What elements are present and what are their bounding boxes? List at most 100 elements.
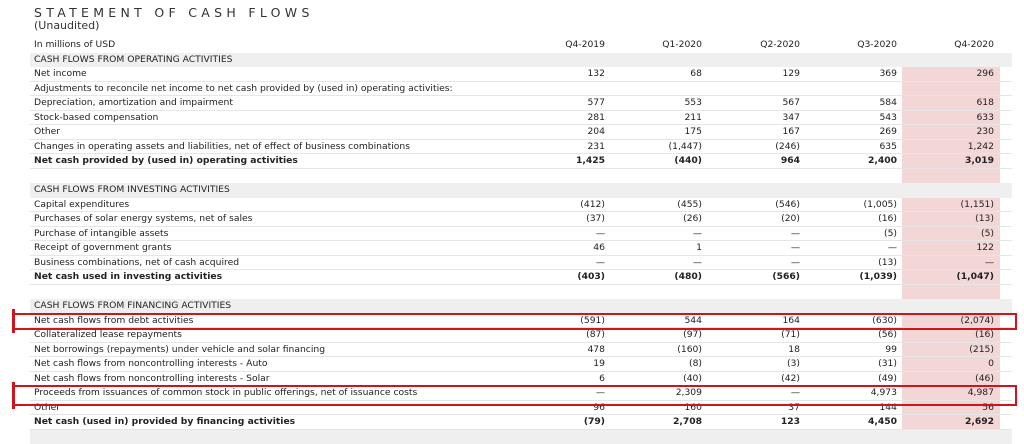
- row-label: CASH FLOWS FROM OPERATING ACTIVITIES: [34, 53, 232, 67]
- row-label: Net income: [34, 67, 87, 81]
- total-row: Net cash used in investing activities (40…: [30, 270, 1012, 285]
- table-row: Capital expenditures(412)(455)(546)(1,00…: [30, 198, 1012, 213]
- row-label: Net cash used in investing activities: [34, 270, 222, 284]
- value-cell: (13): [904, 212, 994, 226]
- value-cell: (16): [904, 328, 994, 342]
- section-header-row: CASH FLOWS FROM FINANCING ACTIVITIES: [30, 299, 1012, 314]
- value-cell: (97): [612, 328, 702, 342]
- row-label: Adjustments to reconcile net income to n…: [34, 82, 453, 96]
- value-cell: (1,047): [904, 270, 994, 284]
- value-cell: (79): [515, 415, 605, 429]
- value-cell: (56): [807, 328, 897, 342]
- value-cell: 553: [612, 96, 702, 110]
- value-cell: —: [612, 227, 702, 241]
- value-cell: 1,425: [515, 154, 605, 168]
- value-cell: —: [515, 256, 605, 270]
- units-label: In millions of USD: [34, 38, 115, 52]
- row-label: Other: [34, 125, 60, 139]
- value-cell: 6: [515, 372, 605, 386]
- row-label: Net cash flows from noncontrolling inter…: [34, 372, 270, 386]
- row-label: Changes in operating assets and liabilit…: [34, 140, 410, 154]
- value-cell: 175: [612, 125, 702, 139]
- table-row: Depreciation, amortization and impairmen…: [30, 96, 1012, 111]
- value-cell: 122: [904, 241, 994, 255]
- value-cell: 1,242: [904, 140, 994, 154]
- section-header-row: CASH FLOWS FROM INVESTING ACTIVITIES: [30, 183, 1012, 198]
- value-cell: 18: [710, 343, 800, 357]
- table-row: Business combinations, net of cash acqui…: [30, 256, 1012, 271]
- table-row: Purchase of intangible assets———(5)(5): [30, 227, 1012, 242]
- column-header: Q4-2020: [904, 38, 994, 52]
- row-label: Collateralized lease repayments: [34, 328, 182, 342]
- row-label: Net cash flows from noncontrolling inter…: [34, 357, 268, 371]
- spacer-row: [30, 285, 1012, 300]
- value-cell: (16): [807, 212, 897, 226]
- value-cell: —: [710, 227, 800, 241]
- value-cell: 167: [710, 125, 800, 139]
- row-label: Capital expenditures: [34, 198, 129, 212]
- row-label: Net cash provided by (used in) operating…: [34, 154, 298, 168]
- value-cell: (46): [904, 372, 994, 386]
- value-cell: 567: [710, 96, 800, 110]
- table-header-row: In millions of USD Q4-2019 Q1-2020 Q2-20…: [30, 38, 1012, 53]
- value-cell: 2,708: [612, 415, 702, 429]
- value-cell: (8): [612, 357, 702, 371]
- spacer-row: [30, 169, 1012, 184]
- row-label: Purchase of intangible assets: [34, 227, 168, 241]
- value-cell: (1,447): [612, 140, 702, 154]
- value-cell: 635: [807, 140, 897, 154]
- value-cell: (1,151): [904, 198, 994, 212]
- value-cell: (440): [612, 154, 702, 168]
- value-cell: —: [807, 241, 897, 255]
- value-cell: (403): [515, 270, 605, 284]
- value-cell: (546): [710, 198, 800, 212]
- column-header: Q2-2020: [710, 38, 800, 52]
- row-label: CASH FLOWS FROM INVESTING ACTIVITIES: [34, 183, 230, 197]
- value-cell: 281: [515, 111, 605, 125]
- value-cell: 269: [807, 125, 897, 139]
- value-cell: 211: [612, 111, 702, 125]
- table-row: Net cash flows from noncontrolling inter…: [30, 372, 1012, 387]
- value-cell: —: [515, 227, 605, 241]
- row-label: Purchases of solar energy systems, net o…: [34, 212, 252, 226]
- value-cell: 577: [515, 96, 605, 110]
- table-row: Purchases of solar energy systems, net o…: [30, 212, 1012, 227]
- row-label: CASH FLOWS FROM FINANCING ACTIVITIES: [34, 299, 231, 313]
- annotation-tick: [12, 309, 15, 333]
- row-label: Business combinations, net of cash acqui…: [34, 256, 239, 270]
- row-label: Receipt of government grants: [34, 241, 171, 255]
- value-cell: 132: [515, 67, 605, 81]
- value-cell: (215): [904, 343, 994, 357]
- highlighted-column-cell: [902, 285, 1000, 300]
- value-cell: (26): [612, 212, 702, 226]
- value-cell: (87): [515, 328, 605, 342]
- cash-flow-table: In millions of USD Q4-2019 Q1-2020 Q2-20…: [30, 38, 1012, 444]
- value-cell: (246): [710, 140, 800, 154]
- value-cell: 99: [807, 343, 897, 357]
- value-cell: 123: [710, 415, 800, 429]
- value-cell: 2,692: [904, 415, 994, 429]
- value-cell: (20): [710, 212, 800, 226]
- total-row: Net cash provided by (used in) operating…: [30, 154, 1012, 169]
- table-row: Net cash flows from noncontrolling inter…: [30, 357, 1012, 372]
- table-row: Net borrowings (repayments) under vehicl…: [30, 343, 1012, 358]
- section-header-row: CASH FLOWS FROM OPERATING ACTIVITIES: [30, 53, 1012, 68]
- total-row: Net cash (used in) provided by financing…: [30, 415, 1012, 430]
- value-cell: (13): [807, 256, 897, 270]
- row-label: Net cash (used in) provided by financing…: [34, 415, 295, 429]
- table-row: Changes in operating assets and liabilit…: [30, 140, 1012, 155]
- value-cell: 46: [515, 241, 605, 255]
- value-cell: (412): [515, 198, 605, 212]
- table-row: Collateralized lease repayments (87) (97) (…: [30, 328, 1012, 343]
- column-header: Q1-2020: [612, 38, 702, 52]
- value-cell: (1,039): [807, 270, 897, 284]
- row-label: Stock-based compensation: [34, 111, 158, 125]
- value-cell: (71): [710, 328, 800, 342]
- value-cell: 19: [515, 357, 605, 371]
- value-cell: (455): [612, 198, 702, 212]
- value-cell: (37): [515, 212, 605, 226]
- value-cell: (5): [904, 227, 994, 241]
- value-cell: 584: [807, 96, 897, 110]
- value-cell: 478: [515, 343, 605, 357]
